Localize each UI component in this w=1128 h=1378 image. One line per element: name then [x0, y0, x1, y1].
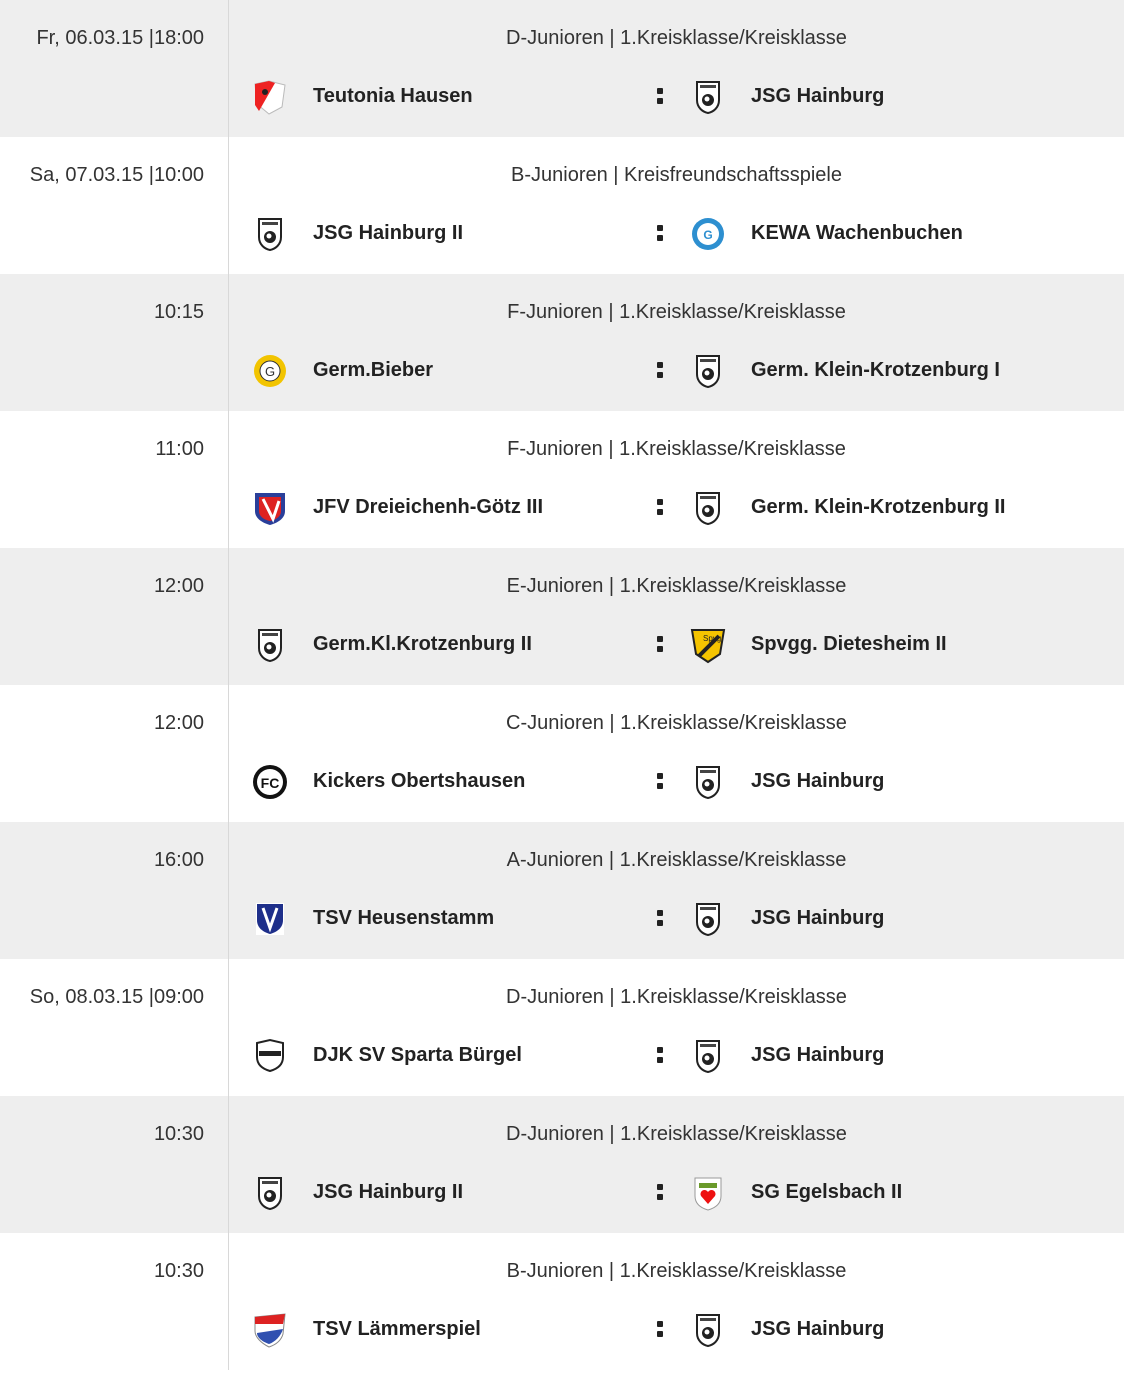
score-separator: [655, 771, 665, 791]
match-row[interactable]: 11:00 F-Junioren | 1.Kreisklasse/Kreiskl…: [0, 411, 1124, 548]
home-team[interactable]: Germ.Kl.Krotzenburg II: [313, 633, 532, 655]
match-date: 12:00: [153, 575, 204, 597]
score-separator: [655, 634, 665, 654]
bieber-logo-icon: G: [254, 355, 286, 387]
home-team[interactable]: TSV Lämmerspiel: [313, 1318, 481, 1340]
match-date: 10:15: [153, 301, 204, 323]
hainburg-logo-icon: [258, 1177, 282, 1211]
hainburg-logo-icon: [258, 629, 282, 663]
kickers-logo-icon: FC: [253, 765, 287, 799]
score-separator: [655, 1182, 665, 1202]
jfv-logo-icon: [255, 493, 285, 525]
league-label: D-Junioren | 1.Kreisklasse/Kreisklasse: [506, 986, 847, 1008]
home-team[interactable]: DJK SV Sparta Bürgel: [313, 1044, 522, 1066]
score-separator: [655, 1045, 665, 1065]
league-label: F-Junioren | 1.Kreisklasse/Kreisklasse: [507, 301, 846, 323]
match-date: Fr, 06.03.15 |18:00: [36, 27, 204, 49]
hainburg-logo-icon: [696, 766, 720, 800]
league-label: B-Junioren | 1.Kreisklasse/Kreisklasse: [506, 1260, 847, 1282]
away-team[interactable]: Germ. Klein-Krotzenburg I: [751, 359, 1000, 381]
match-row[interactable]: 12:00 C-Junioren | 1.Kreisklasse/Kreiskl…: [0, 685, 1124, 822]
score-separator: [655, 360, 665, 380]
match-date: 10:30: [153, 1123, 204, 1145]
score-separator: [655, 86, 665, 106]
league-label: E-Junioren | 1.Kreisklasse/Kreisklasse: [506, 575, 847, 597]
match-date: 16:00: [153, 849, 204, 871]
away-team[interactable]: KEWA Wachenbuchen: [751, 222, 963, 244]
date-cell: Sa, 07.03.15 |10:00: [0, 137, 229, 274]
teutonia-logo-icon: [254, 80, 286, 115]
home-team[interactable]: JSG Hainburg II: [313, 222, 464, 244]
svg-text:FC: FC: [261, 775, 280, 791]
dietesheim-logo-icon: Spvg: [690, 629, 726, 664]
hainburg-logo-icon: [696, 355, 720, 389]
match-date: Sa, 07.03.15 |10:00: [29, 164, 204, 186]
league-label: F-Junioren | 1.Kreisklasse/Kreisklasse: [507, 438, 846, 460]
date-cell: 10:15: [0, 274, 229, 411]
match-date: 11:00: [155, 438, 204, 460]
away-team[interactable]: JSG Hainburg: [751, 1044, 885, 1066]
hainburg-logo-icon: [696, 903, 720, 937]
date-cell: 12:00: [0, 548, 229, 685]
score-separator: [655, 223, 665, 243]
home-team[interactable]: Teutonia Hausen: [313, 85, 473, 107]
kewa-logo-icon: G: [692, 218, 724, 250]
svg-text:G: G: [265, 364, 275, 379]
match-row[interactable]: 12:00 E-Junioren | 1.Kreisklasse/Kreiskl…: [0, 548, 1124, 685]
date-cell: 10:30: [0, 1233, 229, 1370]
away-team[interactable]: JSG Hainburg: [751, 85, 885, 107]
egelsbach-logo-icon: [694, 1177, 722, 1211]
svg-text:Spvg: Spvg: [703, 634, 721, 643]
away-team[interactable]: JSG Hainburg: [751, 907, 885, 929]
match-row[interactable]: So, 08.03.15 |09:00 D-Junioren | 1.Kreis…: [0, 959, 1124, 1096]
league-label: D-Junioren | 1.Kreisklasse/Kreisklasse: [506, 1123, 847, 1145]
score-separator: [655, 908, 665, 928]
svg-text:G: G: [703, 228, 712, 242]
score-separator: [655, 1319, 665, 1339]
date-cell: 12:00: [0, 685, 229, 822]
date-cell: Fr, 06.03.15 |18:00: [0, 0, 229, 137]
league-label: A-Junioren | 1.Kreisklasse/Kreisklasse: [506, 849, 847, 871]
away-team[interactable]: JSG Hainburg: [751, 770, 885, 792]
date-cell: 10:30: [0, 1096, 229, 1233]
home-team[interactable]: JSG Hainburg II: [313, 1181, 464, 1203]
home-team[interactable]: JFV Dreieichenh-Götz III: [313, 496, 544, 518]
match-row[interactable]: 10:30 D-Junioren | 1.Kreisklasse/Kreiskl…: [0, 1096, 1124, 1233]
match-row[interactable]: 16:00 A-Junioren | 1.Kreisklasse/Kreiskl…: [0, 822, 1124, 959]
home-team[interactable]: TSV Heusenstamm: [313, 907, 495, 929]
hainburg-logo-icon: [696, 1314, 720, 1348]
heusenstamm-logo-icon: [256, 903, 284, 935]
league-label: B-Junioren | Kreisfreundschaftsspiele: [511, 164, 842, 186]
match-row[interactable]: 10:30 B-Junioren | 1.Kreisklasse/Kreiskl…: [0, 1233, 1124, 1370]
league-label: D-Junioren | 1.Kreisklasse/Kreisklasse: [506, 27, 847, 49]
date-cell: 11:00: [0, 411, 229, 548]
score-separator: [655, 497, 665, 517]
hainburg-logo-icon: [258, 218, 282, 252]
match-row[interactable]: Sa, 07.03.15 |10:00 B-Junioren | Kreisfr…: [0, 137, 1124, 274]
laemmerspiel-logo-icon: [254, 1313, 286, 1348]
home-team[interactable]: Kickers Obertshausen: [313, 770, 526, 792]
away-team[interactable]: Spvgg. Dietesheim II: [751, 633, 947, 655]
match-date: So, 08.03.15 |09:00: [29, 986, 204, 1008]
match-date: 10:30: [153, 1260, 204, 1282]
hainburg-logo-icon: [696, 1040, 720, 1074]
hainburg-logo-icon: [696, 492, 720, 526]
date-cell: 16:00: [0, 822, 229, 959]
sparta-logo-icon: [256, 1038, 284, 1073]
away-team[interactable]: JSG Hainburg: [751, 1318, 885, 1340]
away-team[interactable]: SG Egelsbach II: [751, 1181, 903, 1203]
home-team[interactable]: Germ.Bieber: [313, 359, 434, 381]
away-team[interactable]: Germ. Klein-Krotzenburg II: [751, 496, 1006, 518]
hainburg-logo-icon: [696, 81, 720, 115]
league-label: C-Junioren | 1.Kreisklasse/Kreisklasse: [506, 712, 847, 734]
match-date: 12:00: [153, 712, 204, 734]
date-cell: So, 08.03.15 |09:00: [0, 959, 229, 1096]
match-row[interactable]: Fr, 06.03.15 |18:00 D-Junioren | 1.Kreis…: [0, 0, 1124, 137]
match-row[interactable]: 10:15 F-Junioren | 1.Kreisklasse/Kreiskl…: [0, 274, 1124, 411]
